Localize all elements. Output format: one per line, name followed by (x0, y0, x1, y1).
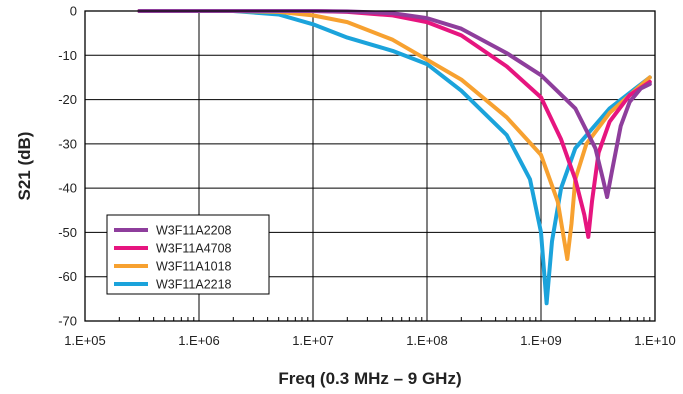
series-line-w3f11a1018 (137, 9, 652, 261)
x-tick-label: 1.E+07 (292, 333, 334, 348)
y-tick-label: 0 (70, 4, 77, 19)
y-tick-label: -10 (58, 48, 77, 63)
y-tick-label: -40 (58, 181, 77, 196)
y-tick-label: -20 (58, 92, 77, 107)
y-tick-label: -70 (58, 314, 77, 329)
legend-label: W3F11A4708 (156, 242, 232, 256)
x-tick-label: 1.E+06 (178, 333, 220, 348)
x-tick-label: 1.E+05 (64, 333, 106, 348)
y-axis-title: S21 (dB) (15, 132, 34, 201)
legend-label: W3F11A2218 (156, 278, 232, 292)
y-tick-label: -60 (58, 269, 77, 284)
legend: W3F11A2208 W3F11A4708 W3F11A1018 W3F11A2218 (106, 214, 270, 295)
y-tick-label: -50 (58, 225, 77, 240)
plot-frame (84, 10, 656, 322)
x-tick-label: 1.E+10 (634, 333, 676, 348)
y-tick-label: -30 (58, 136, 77, 151)
x-axis-title: Freq (0.3 MHz – 9 GHz) (278, 369, 461, 388)
series-line-w3f11a2208 (137, 9, 652, 199)
tick-labels: 1.E+05 1.E+06 1.E+07 1.E+08 1.E+09 1.E+10 0 -10… (58, 4, 676, 349)
series-lines (137, 9, 652, 306)
series-line-w3f11a2218 (137, 9, 652, 306)
x-tick-label: 1.E+08 (406, 333, 448, 348)
legend-label: W3F11A2208 (156, 224, 232, 238)
x-tick-label: 1.E+09 (520, 333, 562, 348)
legend-label: W3F11A1018 (156, 260, 232, 274)
